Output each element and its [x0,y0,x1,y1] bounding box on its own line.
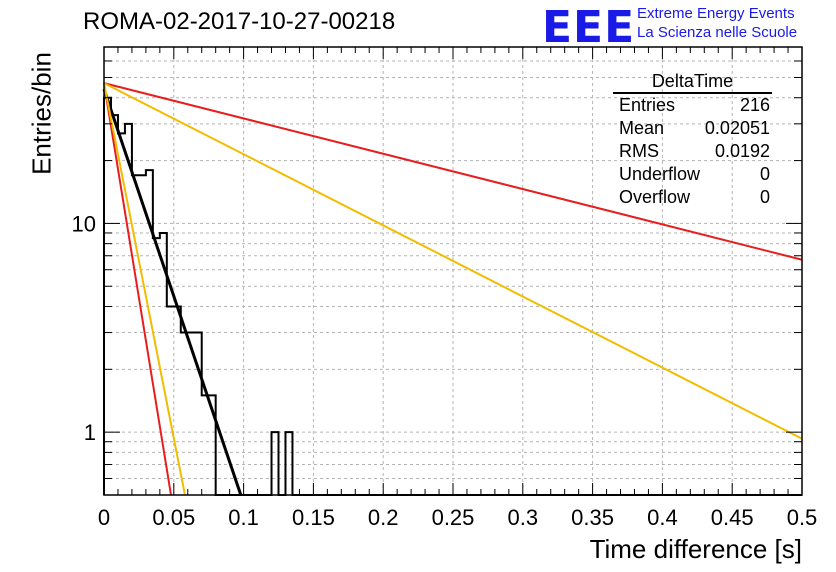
stats-row-mean: Mean 0.02051 [613,117,778,140]
stats-row-rms: RMS 0.0192 [613,140,778,163]
eee-logo: EEE [542,2,636,53]
x-axis-label: Time difference [s] [589,534,802,564]
x-tick-label: 0.35 [571,505,614,530]
chart-title: ROMA-02-2017-10-27-00218 [83,8,396,35]
y-tick-label: 10 [72,211,96,236]
histogram-outline [103,96,802,496]
stats-value: 0.0192 [714,141,770,161]
fit-line-1 [102,88,243,496]
logo-caption: Extreme Energy Events La Scienza nelle S… [637,4,797,42]
x-tick-label: 0.2 [368,505,399,530]
x-tick-label: 0.4 [647,505,678,530]
stats-row-entries: Entries 216 [613,94,778,117]
logo-line-1: Extreme Energy Events [637,5,795,22]
stats-value: 216 [739,95,770,115]
x-tick-label: 0.5 [787,505,818,530]
logo-line-2: La Scienza nelle Scuole [637,24,798,41]
stats-row-overflow: Overflow 0 [613,186,778,209]
stats-label: Mean [619,118,665,138]
stats-label: RMS [619,141,659,161]
x-tick-label: 0.15 [292,505,335,530]
y-tick-label: 1 [84,420,96,445]
x-tick-label: 0.45 [711,505,754,530]
x-tick-label: 0.25 [432,505,475,530]
fit-line-2 [103,82,803,261]
stats-value: 0 [759,164,770,184]
stats-label: Overflow [619,187,691,207]
stats-label: Underflow [619,164,701,184]
stats-box: DeltaTime Entries 216 Mean 0.02051 RMS 0.01… [613,70,778,209]
x-tick-label: 0.3 [508,505,539,530]
stats-title: DeltaTime [613,70,772,94]
stats-label: Entries [619,95,676,115]
x-tick-label: 0.05 [152,505,195,530]
x-tick-label: 0.1 [228,505,259,530]
fit-line-3 [103,82,172,496]
x-tick-label: 0 [98,505,110,530]
fit-line-4 [103,82,803,440]
stats-value: 0 [759,187,770,207]
stats-value: 0.02051 [704,118,770,138]
stats-row-underflow: Underflow 0 [613,163,778,186]
fit-line-5 [103,82,186,496]
y-axis-label: Entries/bin [26,52,57,175]
